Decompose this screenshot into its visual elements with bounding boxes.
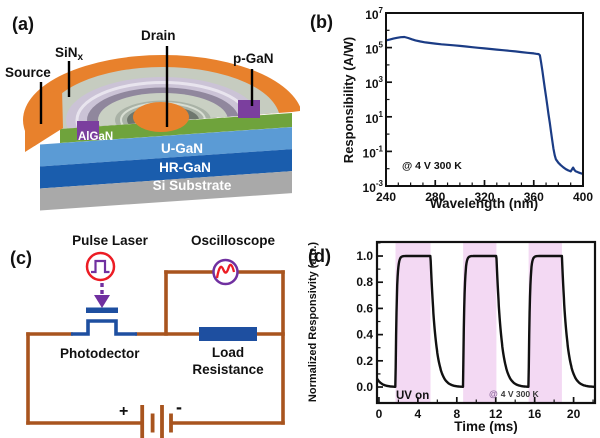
svg-text:4: 4 bbox=[415, 407, 422, 421]
battery-plus-label: + bbox=[119, 403, 128, 420]
sinx-label: SiNx bbox=[55, 45, 84, 63]
panel-a-tag: (a) bbox=[12, 14, 34, 34]
photodetector-label: Photodector bbox=[60, 346, 140, 361]
svg-text:10-3: 10-3 bbox=[363, 179, 384, 195]
response-curve bbox=[375, 254, 596, 389]
algan-label: AlGaN bbox=[78, 131, 113, 143]
photodetector-mesa bbox=[71, 319, 137, 336]
svg-text:240: 240 bbox=[376, 190, 396, 204]
axis-tick-labels-d: 0 4 8 12 16 20 0.0 0.2 0.4 0.6 0.8 1.0 bbox=[356, 249, 580, 421]
hrgan-layer bbox=[40, 149, 292, 189]
svg-text:400: 400 bbox=[573, 190, 593, 204]
svg-text:0: 0 bbox=[376, 407, 383, 421]
svg-text:8: 8 bbox=[453, 407, 460, 421]
measurement-circuit-diagram: + - Pulse Laser Oscilloscope Photodector… bbox=[10, 233, 285, 438]
drain-label: Drain bbox=[141, 28, 176, 43]
uv-on-bands bbox=[395, 243, 562, 402]
laser-beam-arrowhead bbox=[94, 295, 110, 308]
axis-ticks-d bbox=[377, 242, 594, 403]
y-axis-label-b: Responsibility (A/W) bbox=[341, 37, 356, 163]
drain-contact bbox=[133, 102, 189, 132]
svg-text:0.6: 0.6 bbox=[356, 301, 373, 315]
svg-text:0.2: 0.2 bbox=[356, 354, 373, 368]
bias-annotation-b: @ 4 V 300 K bbox=[402, 160, 462, 172]
substrate-layer bbox=[40, 171, 292, 211]
axis-tick-labels-b: 240 280 320 360 400 107 105 103 101 10-1 10-3 bbox=[363, 6, 594, 204]
panel-d-tag: (d) bbox=[308, 246, 331, 266]
plot-frame-d bbox=[375, 240, 597, 405]
ugan-layer bbox=[40, 127, 292, 167]
battery-symbol bbox=[140, 405, 173, 438]
device-cross-section-schematic: AlGaN U-GaN HR-GaN Si Substrate Source S… bbox=[5, 14, 300, 211]
svg-text:280: 280 bbox=[425, 190, 445, 204]
pgan-label: p-GaN bbox=[233, 51, 274, 66]
uv-on-label: UV on bbox=[396, 390, 429, 402]
pulse-laser-icon bbox=[85, 251, 116, 282]
load-label-line1: Load bbox=[212, 345, 244, 360]
panel-b-tag: (b) bbox=[310, 12, 333, 32]
pgan-block-left bbox=[77, 121, 99, 140]
bias-annotation-d: @4 V 300 K bbox=[489, 389, 539, 399]
pulse-laser-label: Pulse Laser bbox=[72, 233, 149, 248]
load-resistor bbox=[199, 327, 257, 341]
svg-text:10-1: 10-1 bbox=[363, 144, 384, 160]
axis-ticks-b bbox=[385, 12, 584, 187]
load-label-line2: Resistance bbox=[192, 362, 264, 377]
substrate-label: Si Substrate bbox=[153, 178, 232, 193]
x-axis-label-b: Wavelength (nm) bbox=[430, 196, 538, 211]
svg-text:320: 320 bbox=[474, 190, 494, 204]
svg-text:16: 16 bbox=[528, 407, 542, 421]
responsivity-curve bbox=[385, 35, 584, 175]
spectral-response-chart: 240 280 320 360 400 107 105 103 101 10-1 10-3 Resp… bbox=[310, 6, 594, 211]
source-electrode-front bbox=[25, 89, 63, 152]
svg-text:0.4: 0.4 bbox=[356, 328, 373, 342]
panel-c-tag: (c) bbox=[10, 248, 32, 268]
svg-text:103: 103 bbox=[365, 75, 383, 91]
svg-text:0.0: 0.0 bbox=[356, 380, 373, 394]
svg-text:101: 101 bbox=[365, 110, 383, 126]
ugan-label: U-GaN bbox=[161, 141, 203, 156]
sine-wave-icon bbox=[215, 263, 236, 279]
battery-minus-label: - bbox=[176, 397, 182, 417]
pgan-block-right bbox=[238, 100, 260, 118]
oscilloscope-label: Oscilloscope bbox=[191, 233, 276, 248]
y-axis-label-d: Normalized Responsivity (a.u.) bbox=[307, 242, 319, 402]
hrgan-label: HR-GaN bbox=[159, 160, 211, 175]
svg-text:105: 105 bbox=[365, 41, 383, 57]
svg-text:107: 107 bbox=[365, 6, 383, 22]
svg-text:0.8: 0.8 bbox=[356, 275, 373, 289]
svg-text:12: 12 bbox=[489, 407, 503, 421]
svg-text:360: 360 bbox=[524, 190, 544, 204]
photodetector-window bbox=[86, 307, 118, 313]
pulse-waveform-icon bbox=[91, 259, 110, 274]
svg-text:20: 20 bbox=[567, 407, 581, 421]
time-response-chart: 0 4 8 12 16 20 0.0 0.2 0.4 0.6 0.8 1.0 Normalized R… bbox=[307, 240, 597, 434]
x-axis-label-d: Time (ms) bbox=[454, 419, 518, 434]
svg-text:1.0: 1.0 bbox=[356, 249, 373, 263]
source-label: Source bbox=[5, 65, 51, 80]
